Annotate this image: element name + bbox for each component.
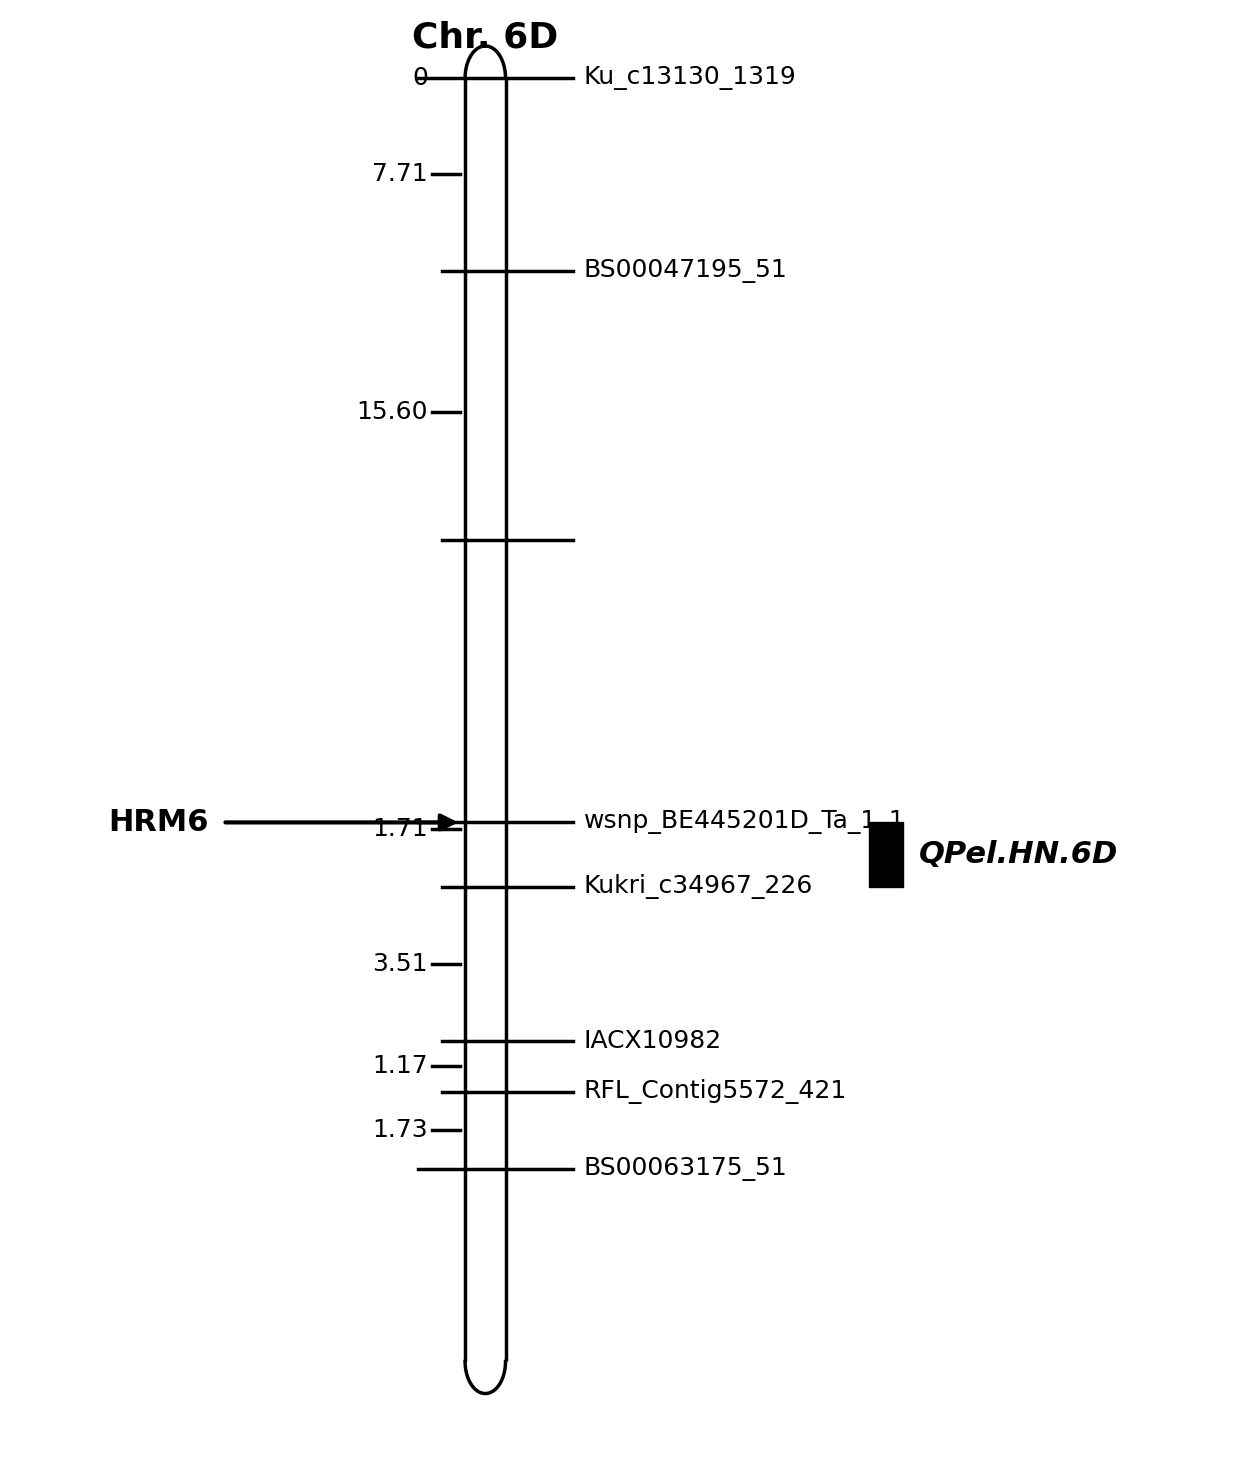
Text: Ku_c13130_1319: Ku_c13130_1319 — [584, 67, 796, 90]
Text: 7.71: 7.71 — [372, 163, 428, 186]
Text: BS00063175_51: BS00063175_51 — [584, 1157, 787, 1181]
Text: wsnp_BE445201D_Ta_1_1: wsnp_BE445201D_Ta_1_1 — [584, 810, 905, 835]
Text: 1.71: 1.71 — [372, 817, 428, 841]
Bar — [869, 822, 903, 887]
Text: HRM6: HRM6 — [109, 808, 210, 837]
Text: 3.51: 3.51 — [372, 952, 428, 975]
Text: IACX10982: IACX10982 — [584, 1029, 722, 1052]
Text: BS00047195_51: BS00047195_51 — [584, 259, 787, 282]
Text: RFL_Contig5572_421: RFL_Contig5572_421 — [584, 1079, 847, 1104]
Text: 1.17: 1.17 — [372, 1054, 428, 1079]
Text: Kukri_c34967_226: Kukri_c34967_226 — [584, 873, 813, 899]
Text: 1.73: 1.73 — [372, 1119, 428, 1142]
Text: 0: 0 — [412, 67, 428, 90]
Text: QPel.HN.6D: QPel.HN.6D — [919, 840, 1118, 869]
Text: Chr. 6D: Chr. 6D — [412, 21, 558, 55]
Text: 15.60: 15.60 — [357, 399, 428, 424]
